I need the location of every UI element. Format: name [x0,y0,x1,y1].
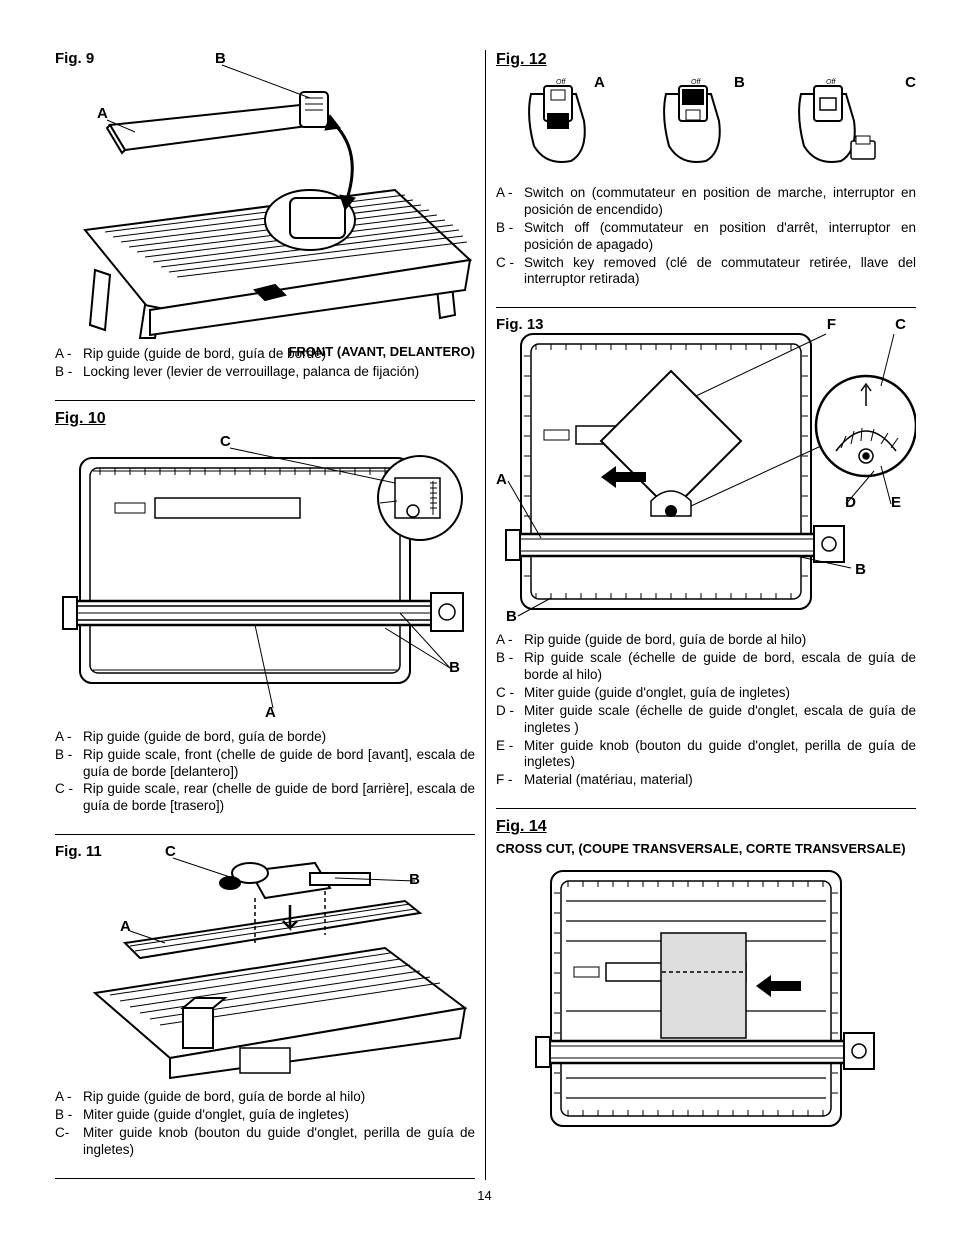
fig9-subtitle: FRONT (AVANT, DELANTERO) [55,344,475,360]
figure-9: Fig. 9 B A [55,50,475,382]
fig12-callout-c: C [905,74,916,93]
fig13-title: Fig. 13 [496,316,544,335]
fig12-diagram: Off Off [496,74,916,179]
page-number: 14 [55,1188,914,1204]
svg-text:Off: Off [691,79,701,86]
svg-text:Off: Off [826,79,836,86]
fig13-callout-b: B [506,608,517,627]
fig12-title: Fig. 12 [496,50,916,70]
divider [55,834,475,835]
fig9-diagram [55,50,475,340]
fig13-callout-f: F [827,316,836,335]
fig10-callout-c: C [220,433,231,452]
fig11-callout-a: A [120,918,131,937]
figure-14: Fig. 14 CROSS CUT, (COUPE TRANSVERSALE, … [496,817,916,1133]
fig13-callout-d: D [845,494,856,513]
figure-11: Fig. 11 C B A [55,843,475,1160]
fig12-callout-b: B [734,74,745,93]
fig13-callout-c: C [895,316,906,335]
fig13-legend: A -Rip guide (guide de bord, guía de bor… [496,632,916,789]
divider [496,307,916,308]
fig14-diagram [496,863,916,1133]
figure-13: Fig. 13 F C A D E B B [496,316,916,790]
fig10-title: Fig. 10 [55,409,475,429]
fig10-callout-b: B [449,659,460,678]
fig12-legend: A -Switch on (commutateur en position de… [496,185,916,288]
fig11-callout-c: C [165,843,176,862]
divider [55,1178,475,1179]
fig10-callout-a: A [265,704,276,723]
fig13-callout-a: A [496,471,507,490]
fig11-callout-b: B [409,871,420,890]
fig10-diagram [55,433,475,723]
fig10-legend: A -Rip guide (guide de bord, guía de bor… [55,729,475,815]
fig9-callout-a: A [97,105,108,124]
fig11-legend: A -Rip guide (guide de bord, guía de bor… [55,1089,475,1159]
fig12-callout-a: A [594,74,605,93]
fig13-callout-e: E [891,494,901,513]
fig11-title: Fig. 11 [55,843,102,862]
divider [55,400,475,401]
figure-12: Fig. 12 A B C Off [496,50,916,289]
svg-text:Off: Off [556,79,566,86]
fig14-subtitle: CROSS CUT, (COUPE TRANSVERSALE, CORTE TR… [496,841,916,857]
fig14-title: Fig. 14 [496,817,916,837]
fig9-callout-b: B [215,50,226,69]
fig9-title: Fig. 9 [55,50,94,69]
divider [496,808,916,809]
fig13-diagram [496,316,916,626]
fig13-callout-b2: B [855,561,866,580]
figure-10: Fig. 10 C B A [55,409,475,816]
